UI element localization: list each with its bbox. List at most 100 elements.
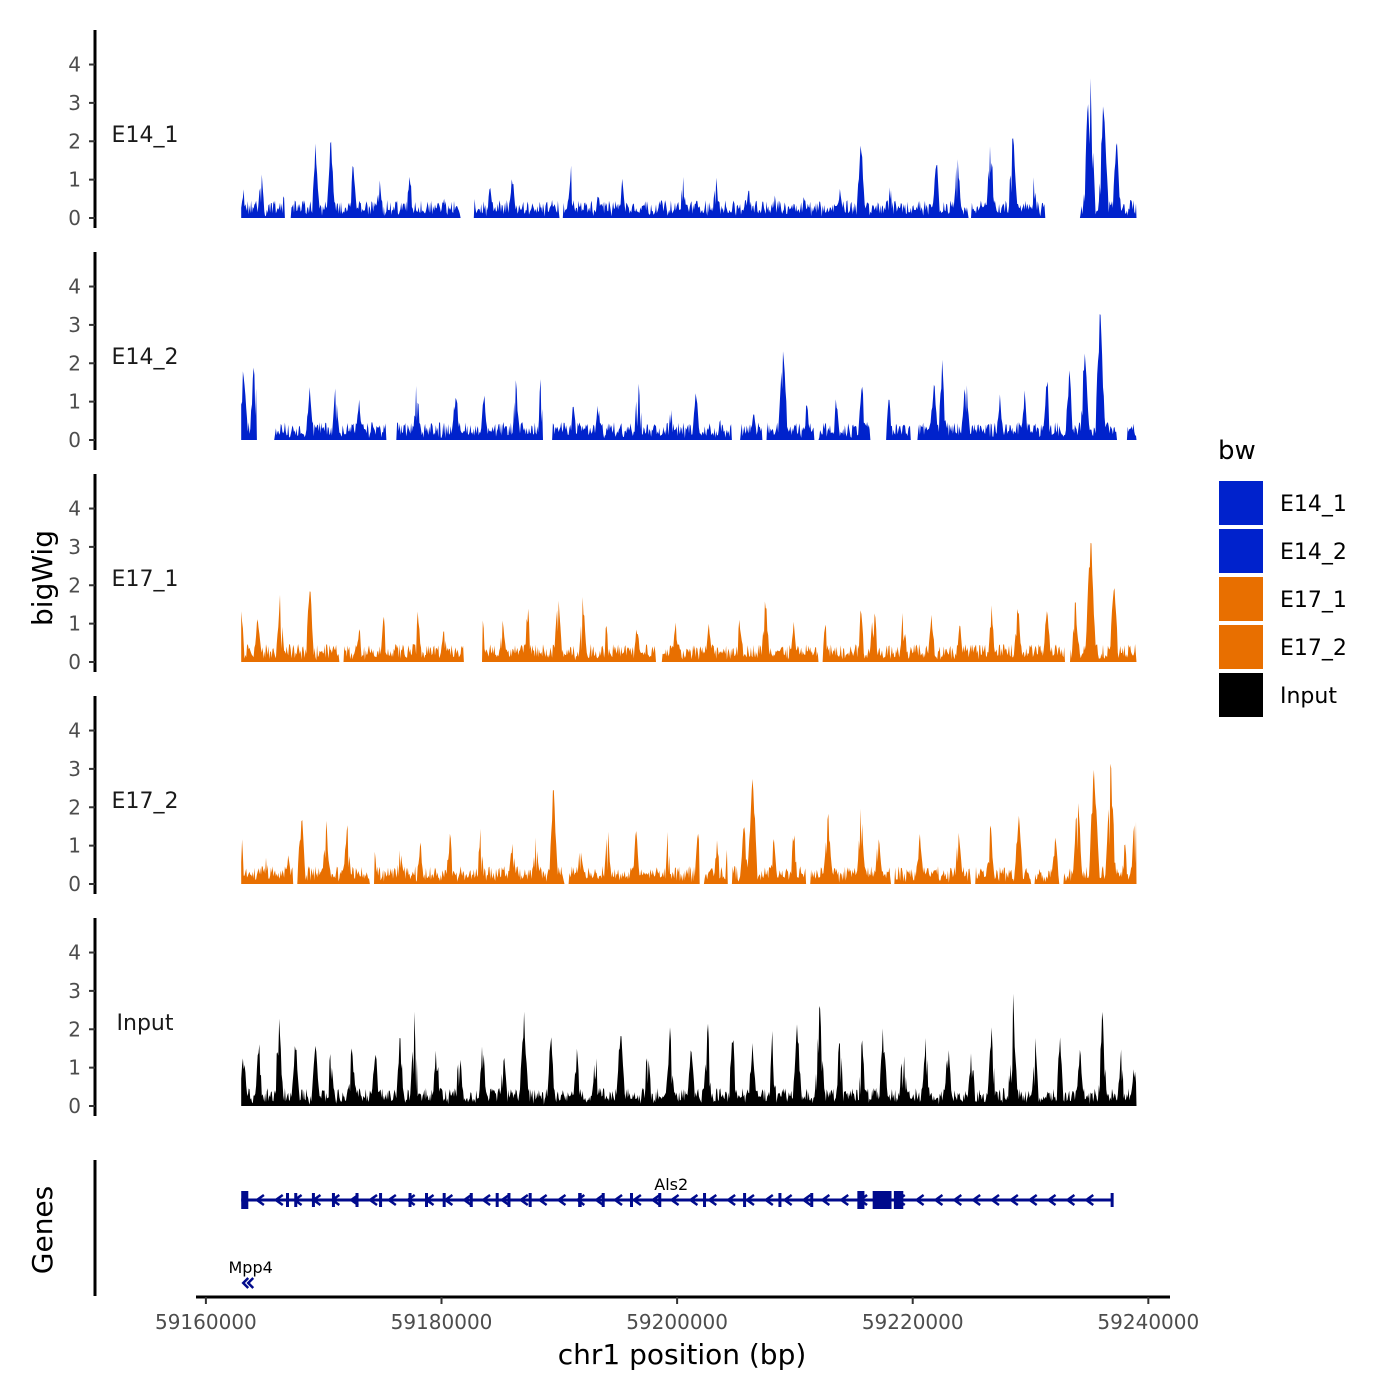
exon: [311, 1193, 315, 1207]
y-tick-label: 0: [68, 428, 81, 452]
exon: [408, 1193, 412, 1207]
y-tick-label: 4: [68, 941, 81, 965]
coverage-area-E17_1: [241, 542, 1137, 662]
exon: [241, 1191, 249, 1209]
panel-E17_1: 0 1 2 3 4 E17_1: [68, 474, 1137, 674]
y-tick-label: 4: [68, 719, 81, 743]
panel-E14_2: 0 1 2 3 4 E14_2: [68, 252, 1137, 452]
y-tick-label: 1: [68, 834, 81, 858]
y-tick-label: 0: [68, 650, 81, 674]
y-tick-label: 4: [68, 275, 81, 299]
x-tick-label: 59160000: [155, 1310, 257, 1334]
strand-arrow: [989, 1193, 1000, 1207]
y-tick-label: 0: [68, 872, 81, 896]
strand-arrow: [707, 1193, 717, 1207]
y-tick-label: 4: [68, 497, 81, 521]
y-tick-label: 3: [68, 979, 81, 1003]
gene-label: Mpp4: [229, 1258, 273, 1277]
panel-label: E17_1: [112, 567, 179, 592]
strand-arrow: [763, 1193, 774, 1207]
strand-arrow: [575, 1193, 586, 1207]
legend-title: bw: [1218, 436, 1256, 466]
y-tick-label: 1: [68, 168, 81, 192]
exon: [601, 1193, 605, 1207]
y-axis-title: bigWig: [26, 530, 59, 626]
exon: [442, 1193, 446, 1207]
strand-arrow: [480, 1193, 491, 1207]
strand-arrow: [367, 1193, 378, 1207]
exon: [331, 1193, 335, 1207]
exon: [578, 1193, 582, 1207]
exon: [703, 1193, 707, 1207]
exon: [507, 1193, 511, 1207]
y-tick-label: 2: [68, 1017, 81, 1041]
strand-arrow: [405, 1193, 416, 1207]
x-tick-label: 59200000: [626, 1310, 728, 1334]
gene-Mpp4: Mpp4: [229, 1258, 273, 1289]
legend-key: [1217, 671, 1265, 719]
strand-arrow: [1065, 1193, 1076, 1207]
legend-key: [1217, 527, 1265, 575]
x-axis: 59160000 59180000 59200000 59220000 59240000: [155, 1295, 1199, 1334]
strand-arrow: [782, 1193, 793, 1207]
panel-E14_1: 0 1 2 3 4 E14_1: [68, 30, 1137, 230]
strand-arrow: [952, 1193, 963, 1207]
exon: [658, 1193, 662, 1207]
legend-key: [1217, 623, 1265, 671]
strand-arrow: [537, 1193, 548, 1207]
strand-arrow: [1046, 1193, 1057, 1207]
strand-arrow: [650, 1193, 661, 1207]
gene-label: Als2: [654, 1175, 688, 1194]
legend-key: [1217, 479, 1265, 527]
x-tick-label: 59180000: [391, 1310, 493, 1334]
legend-label: E17_1: [1280, 588, 1347, 613]
y-tick-label: 0: [68, 1094, 81, 1118]
y-tick-label: 3: [68, 91, 81, 115]
y-tick-label: 2: [68, 351, 81, 375]
strand-arrow: [914, 1193, 925, 1207]
legend-label: E14_2: [1280, 540, 1347, 565]
strand-arrow: [273, 1193, 284, 1207]
legend-label: E17_2: [1280, 636, 1347, 661]
gene-track-title: Genes: [26, 1186, 59, 1274]
y-tick-label: 4: [68, 53, 81, 77]
exon: [355, 1193, 359, 1207]
y-tick-label: 1: [68, 612, 81, 636]
strand-arrow: [462, 1193, 472, 1207]
exon: [872, 1191, 892, 1209]
y-tick-label: 0: [68, 206, 81, 230]
exon: [629, 1193, 633, 1207]
panel-label: Input: [117, 1011, 174, 1036]
y-tick-label: 3: [68, 313, 81, 337]
strand-arrow: [971, 1193, 981, 1207]
strand-arrow: [669, 1193, 680, 1207]
panel-E17_2: 0 1 2 3 4 E17_2: [68, 696, 1137, 896]
strand-arrow: [386, 1193, 397, 1207]
panel-Input: 0 1 2 3 4 Input: [68, 918, 1137, 1118]
gene-Als2: Als2: [241, 1175, 1114, 1209]
exon: [810, 1193, 814, 1207]
exon: [294, 1193, 298, 1207]
x-axis-title: chr1 position (bp): [558, 1338, 807, 1371]
legend-key: [1217, 575, 1265, 623]
panel-label: E14_2: [112, 345, 179, 370]
exon: [379, 1193, 383, 1207]
exon: [495, 1193, 499, 1207]
exon: [425, 1193, 429, 1207]
y-tick-label: 3: [68, 535, 81, 559]
strand-arrow: [725, 1193, 736, 1207]
strand-arrow: [1027, 1193, 1038, 1207]
x-tick-label: 59240000: [1097, 1310, 1199, 1334]
coverage-area-Input: [241, 993, 1137, 1106]
coverage-area-E14_1: [241, 78, 1137, 218]
legend-label: E14_1: [1280, 492, 1347, 517]
strand-arrow: [744, 1193, 755, 1207]
y-tick-label: 2: [68, 129, 81, 153]
x-tick-label: 59220000: [862, 1310, 964, 1334]
coverage-area-E17_2: [241, 763, 1137, 884]
gene-track: Als2 Mpp4: [93, 1160, 1114, 1296]
y-tick-label: 2: [68, 795, 81, 819]
coverage-area-E14_2: [241, 314, 1137, 440]
exon: [857, 1191, 865, 1209]
